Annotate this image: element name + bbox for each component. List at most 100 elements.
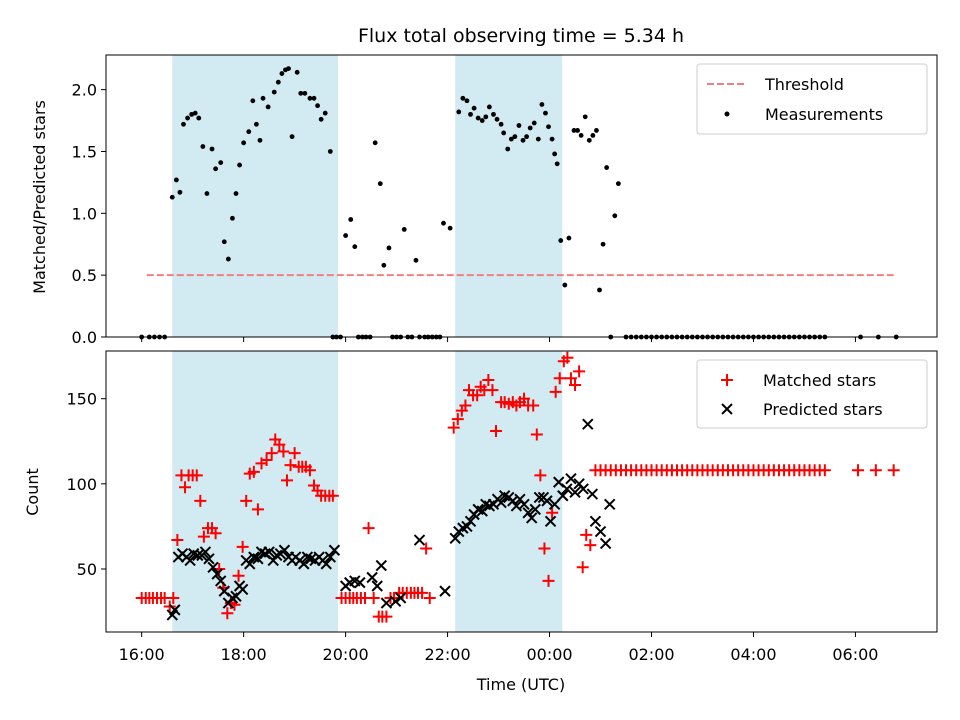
matched-stars-point — [280, 474, 293, 487]
measurements-point — [246, 129, 252, 135]
measurements-point — [441, 220, 446, 226]
y-tick-label: 1.0 — [72, 204, 97, 223]
measurements-point — [520, 137, 526, 143]
matched-stars-point — [423, 591, 436, 604]
bottom-panel-series — [135, 351, 900, 623]
measurements-point — [566, 235, 572, 241]
measurements-point — [221, 239, 227, 245]
measurements-point — [501, 130, 507, 136]
bottom-panel-x-ticks: 16:00 18:00 20:00 22:00 00:00 02:00 04:00 06:00 — [119, 632, 878, 664]
measurements-point — [250, 98, 256, 104]
x-tick-label: 16:00 — [119, 645, 165, 664]
measurements-point — [552, 151, 558, 157]
matched-stars-point — [247, 465, 260, 478]
measurements-point — [527, 125, 533, 131]
predicted-stars-point — [589, 515, 602, 528]
matched-stars-point — [576, 561, 589, 574]
measurements-point — [475, 115, 481, 121]
y-tick-label: 150 — [66, 390, 97, 409]
measurements-point — [218, 160, 224, 166]
top-panel-legend-box — [696, 63, 928, 135]
bottom-panel-y-axis-label: Count — [23, 468, 42, 516]
measurements-point — [479, 118, 485, 123]
matched-stars-point — [527, 399, 540, 412]
measurements-point — [460, 95, 466, 101]
bottom-panel-y-ticks: 50 100 150 — [66, 390, 106, 579]
measurements-point — [471, 105, 477, 111]
top-panel-y-ticks: 0.0 0.5 1.0 1.5 2.0 — [72, 81, 106, 347]
predicted-stars-point — [476, 505, 488, 517]
matched-stars-point — [482, 373, 495, 386]
matched-stars-point — [538, 542, 551, 555]
predicted-stars-point — [557, 490, 569, 502]
measurements-point — [327, 149, 333, 154]
matched-stars-point — [380, 610, 393, 623]
matched-stars-point — [288, 447, 301, 460]
predicted-stars-point — [577, 483, 589, 495]
x-tick-label: 00:00 — [526, 645, 572, 664]
predicted-stars-point — [569, 486, 581, 499]
measurements-point — [204, 191, 210, 196]
measurements-point — [286, 66, 291, 72]
top-panel-frame — [105, 54, 938, 338]
measurements-point — [447, 225, 453, 231]
measurements-point — [279, 71, 285, 76]
measurements-point — [200, 144, 206, 149]
matched-stars-point — [171, 534, 184, 547]
predicted-stars-point — [541, 495, 553, 507]
measurements-point — [225, 256, 231, 262]
bottom-panel: 50 100 150 16:00 18:00 20:00 22:00 00:00 02:00 0… — [23, 350, 938, 694]
shaded-window-1 — [455, 55, 563, 337]
matched-stars-point — [573, 365, 586, 378]
predicted-stars-point — [518, 498, 530, 510]
measurements-point — [372, 140, 378, 146]
measurements-point — [491, 111, 496, 117]
predicted-stars-point — [298, 558, 310, 570]
predicted-stars-point — [389, 595, 402, 608]
measurements-point — [298, 90, 304, 96]
measurements-point — [486, 104, 492, 110]
matched-stars-point — [818, 464, 831, 477]
matched-stars-point — [569, 379, 582, 392]
predicted-stars-point — [544, 515, 557, 528]
top-panel-x-ticks — [141, 337, 856, 342]
matched-stars-point — [490, 425, 503, 438]
measurements-point — [233, 191, 239, 196]
predicted-stars-point — [236, 583, 249, 596]
matched-stars-point — [265, 447, 278, 460]
measurements-point — [604, 165, 610, 170]
measurements-point — [531, 120, 537, 126]
measurements-point — [554, 161, 560, 167]
measurements-point — [315, 103, 320, 109]
measurements-point — [558, 238, 564, 243]
measurements-point — [594, 128, 599, 133]
predicted-stars-point — [278, 544, 291, 556]
matched-stars-point — [518, 392, 531, 405]
matched-stars-point — [580, 528, 593, 541]
predicted-stars-point — [525, 512, 538, 524]
y-tick-label: 0.0 — [72, 328, 97, 347]
matched-stars-point — [273, 438, 286, 451]
measurements-point — [348, 217, 354, 222]
matched-stars-point — [564, 372, 577, 385]
measurements-point — [586, 137, 592, 143]
legend-matched-marker — [721, 374, 733, 386]
measurements-point — [185, 115, 190, 121]
legend-predicted-label: Predicted stars — [763, 400, 883, 419]
predicted-stars-point — [211, 568, 223, 580]
measurements-point — [615, 181, 621, 187]
measurements-point — [562, 282, 568, 288]
predicted-stars-point — [320, 558, 332, 570]
measurements-point — [549, 136, 555, 142]
predicted-stars-point — [328, 544, 341, 556]
measurements-point — [512, 134, 518, 140]
measurements-point — [505, 146, 511, 152]
predicted-stars-point — [207, 561, 219, 573]
matched-stars-point — [420, 542, 433, 555]
predicted-stars-point — [169, 604, 181, 616]
measurements-point — [578, 132, 584, 138]
measurements-point — [575, 128, 580, 133]
measurements-point — [241, 140, 247, 146]
matched-stars-point — [221, 607, 234, 620]
